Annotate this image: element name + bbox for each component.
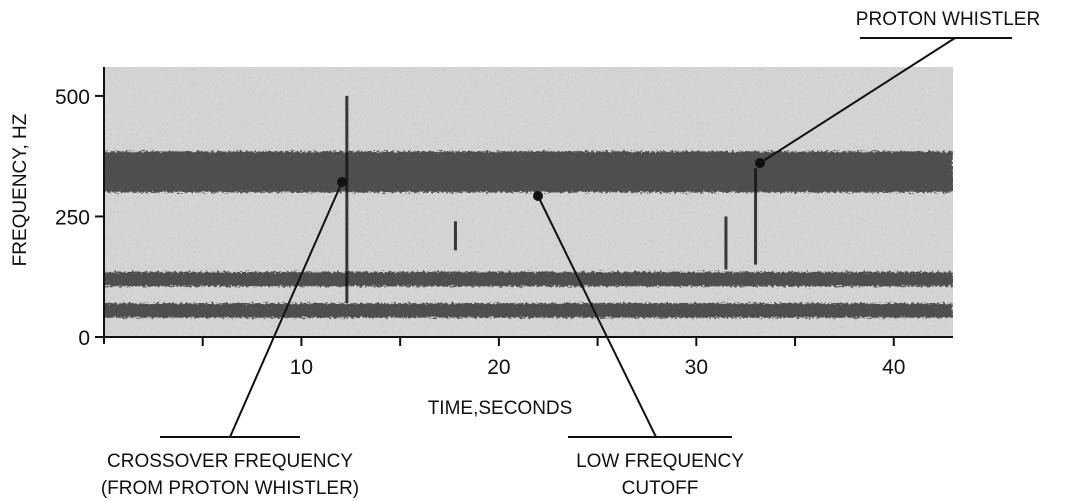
- x-tick-label: 20: [487, 356, 510, 379]
- annotation-crossover-line-2: (FROM PROTON WHISTLER): [101, 478, 359, 499]
- annotation-cutoff-line-2: CUTOFF: [622, 478, 699, 499]
- annotation-cutoff-line-1: LOW FREQUENCY: [576, 451, 744, 472]
- annotation-crossover-frequency: CROSSOVER FREQUENCY (FROM PROTON WHISTLE…: [101, 177, 359, 499]
- x-tick-label: 10: [290, 356, 313, 379]
- annotation-low-frequency-cutoff: LOW FREQUENCY CUTOFF: [533, 191, 744, 499]
- annotation-cutoff-marker: [533, 191, 543, 201]
- y-axis-label: FREQUENCY, HZ: [10, 113, 31, 266]
- spectrogram-texture: [104, 67, 953, 337]
- annotation-cutoff-leader: [537, 195, 657, 438]
- x-tick-label: 30: [685, 356, 708, 379]
- y-tick-label: 0: [78, 327, 90, 350]
- emission-band: [104, 271, 953, 287]
- whistler-streaks: [345, 95, 758, 304]
- y-tick-label: 500: [55, 86, 90, 109]
- annotation-crossover-line-1: CROSSOVER FREQUENCY: [107, 451, 353, 472]
- annotation-proton-whistler: PROTON WHISTLER: [755, 9, 1040, 168]
- x-ticks: 10 20 30 40: [201, 337, 905, 379]
- x-tick-label: 40: [882, 356, 905, 379]
- annotation-proton-whistler-marker: [755, 158, 765, 168]
- emission-bands: [104, 151, 953, 318]
- annotation-crossover-marker: [337, 177, 347, 187]
- annotation-proton-whistler-text: PROTON WHISTLER: [856, 9, 1040, 30]
- annotation-proton-whistler-leader: [759, 37, 956, 164]
- y-tick-label: 250: [55, 206, 90, 229]
- annotation-crossover-leader: [229, 181, 343, 438]
- emission-band: [104, 303, 953, 318]
- y-ticks: 0 250 500: [55, 86, 104, 350]
- x-axis-label: TIME,SECONDS: [428, 398, 573, 419]
- emission-band: [104, 151, 953, 193]
